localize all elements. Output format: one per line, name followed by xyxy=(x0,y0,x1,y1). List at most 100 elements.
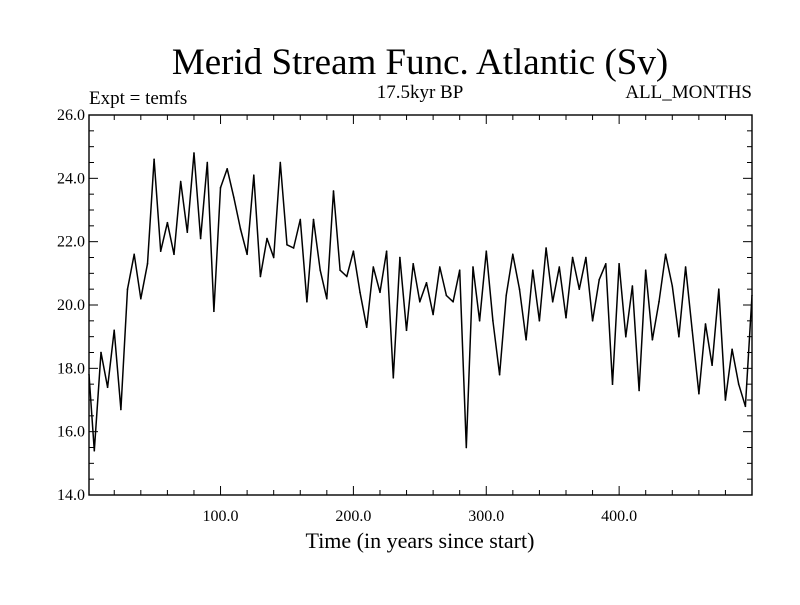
data-point xyxy=(684,266,687,268)
data-point xyxy=(206,161,209,164)
data-point xyxy=(478,320,481,322)
data-point xyxy=(193,152,195,154)
data-point xyxy=(737,383,740,386)
plot-frame xyxy=(88,114,753,496)
data-point xyxy=(219,187,222,189)
data-point xyxy=(724,399,727,401)
data-point xyxy=(140,297,142,300)
data-point xyxy=(199,237,202,240)
data-point xyxy=(545,247,547,249)
data-point xyxy=(664,253,667,256)
data-point xyxy=(272,256,275,259)
data-point xyxy=(698,392,700,395)
data-point xyxy=(425,282,428,284)
data-point xyxy=(638,389,640,392)
series-points xyxy=(88,152,753,452)
data-point xyxy=(173,253,175,256)
data-point xyxy=(126,288,129,291)
data-point xyxy=(153,158,155,161)
data-point xyxy=(113,329,115,332)
data-point xyxy=(213,310,215,313)
data-point xyxy=(292,247,295,249)
data-point xyxy=(625,335,627,338)
data-point xyxy=(505,294,508,297)
data-point xyxy=(233,196,235,199)
data-point xyxy=(578,288,581,291)
data-point xyxy=(744,405,747,408)
data-point xyxy=(472,266,474,268)
data-point xyxy=(598,278,600,281)
data-point xyxy=(133,253,135,256)
data-point xyxy=(518,288,521,291)
data-point xyxy=(704,323,707,325)
data-point xyxy=(651,339,654,341)
data-point xyxy=(432,313,434,316)
data-point xyxy=(346,275,348,278)
data-point xyxy=(365,326,368,329)
data-point xyxy=(100,351,102,354)
months-label: ALL_MONTHS xyxy=(625,82,752,103)
data-point xyxy=(226,168,228,170)
y-tick-label: 18.0 xyxy=(57,360,85,377)
data-point xyxy=(678,335,680,338)
data-point xyxy=(718,288,720,291)
data-point xyxy=(253,174,255,176)
data-point xyxy=(465,446,468,449)
data-point xyxy=(286,244,288,246)
x-tick-label: 200.0 xyxy=(335,508,371,525)
data-point xyxy=(352,250,355,252)
chart-title: Merid Stream Func. Atlantic (Sv) xyxy=(172,42,668,83)
data-point xyxy=(618,263,620,265)
y-tick-label: 16.0 xyxy=(57,424,85,441)
data-point xyxy=(399,256,401,259)
data-point xyxy=(106,386,109,389)
data-point xyxy=(452,301,454,303)
x-tick-label: 100.0 xyxy=(203,508,239,525)
data-point xyxy=(279,161,282,164)
data-point xyxy=(379,291,381,294)
data-point xyxy=(585,256,587,259)
data-point xyxy=(319,269,322,272)
data-point xyxy=(372,266,375,268)
x-axis: 100.0 200.0 300.0 400.0 xyxy=(113,115,726,525)
data-point xyxy=(538,320,541,322)
data-point xyxy=(458,269,461,272)
data-point xyxy=(266,237,268,240)
data-point xyxy=(525,339,527,341)
data-point xyxy=(146,263,149,265)
data-point xyxy=(711,364,713,367)
data-point xyxy=(159,250,162,252)
data-point xyxy=(498,373,501,376)
data-point xyxy=(359,291,361,294)
y-tick-label: 22.0 xyxy=(57,234,85,251)
data-point xyxy=(558,266,561,268)
data-point xyxy=(412,263,415,265)
x-tick-label: 300.0 xyxy=(468,508,504,525)
y-tick-label: 20.0 xyxy=(57,297,85,314)
data-point xyxy=(532,269,534,272)
data-point xyxy=(658,301,660,303)
data-point xyxy=(259,275,262,278)
data-point xyxy=(571,256,574,259)
data-point xyxy=(166,221,169,224)
data-point xyxy=(306,301,308,303)
data-point xyxy=(93,449,96,452)
data-point xyxy=(239,228,242,230)
y-tick-label: 26.0 xyxy=(57,107,85,124)
data-point xyxy=(751,294,753,297)
data-point xyxy=(385,250,388,252)
data-point xyxy=(88,373,90,376)
data-point xyxy=(605,263,607,265)
data-point xyxy=(439,266,441,268)
data-point xyxy=(299,218,302,221)
data-point xyxy=(179,180,182,183)
data-point xyxy=(445,294,448,297)
y-tick-label: 24.0 xyxy=(57,170,85,187)
x-axis-label: Time (in years since start) xyxy=(306,528,535,553)
data-point xyxy=(671,285,674,287)
data-point xyxy=(326,297,328,300)
y-axis: 14.0 16.0 18.0 20.0 22.0 24.0 26.0 xyxy=(57,107,752,504)
data-point xyxy=(419,301,421,303)
